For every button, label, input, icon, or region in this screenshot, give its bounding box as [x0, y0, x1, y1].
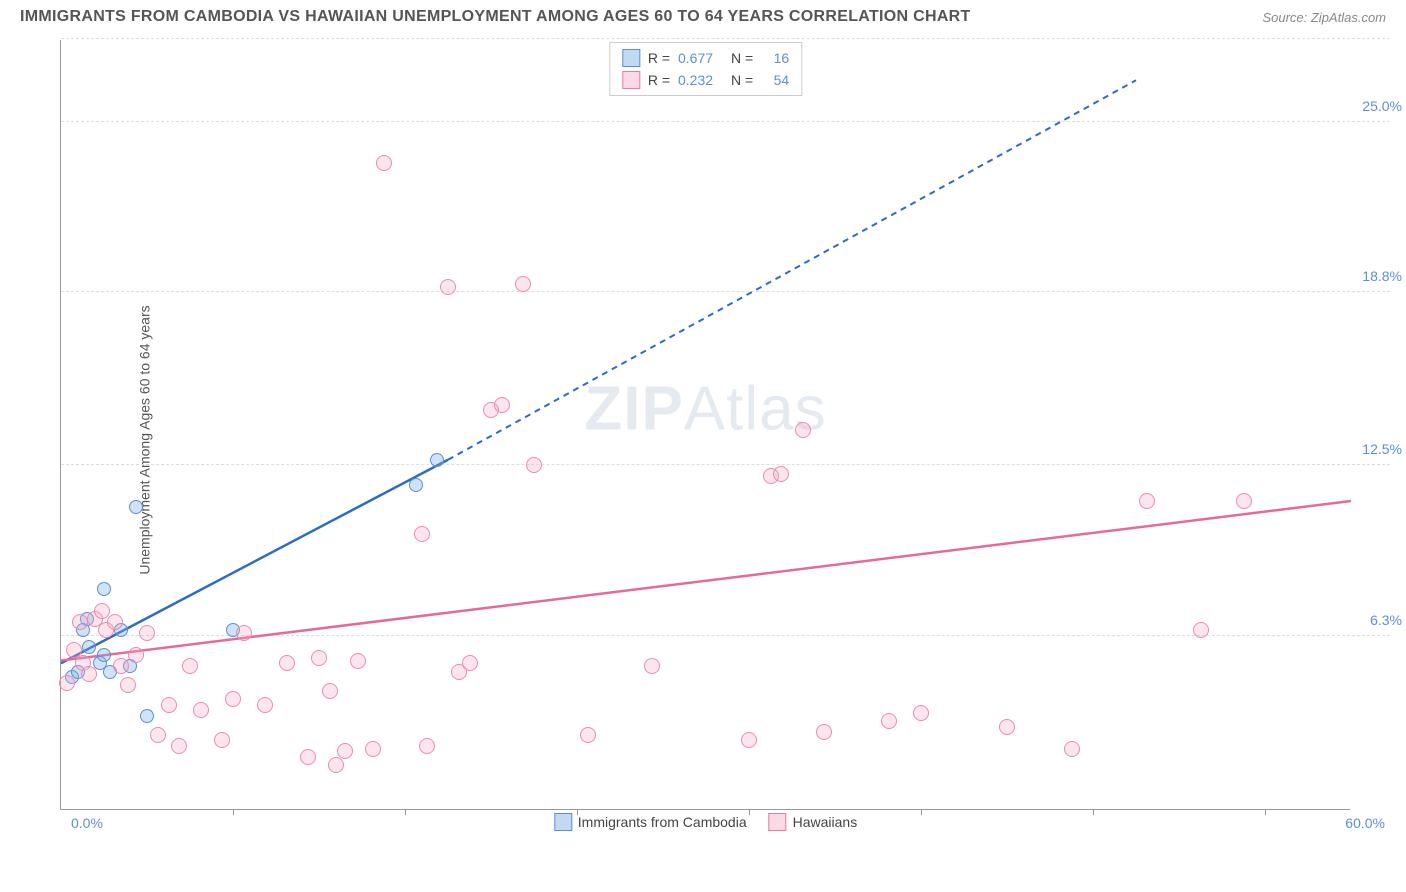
data-point: [816, 724, 832, 740]
data-point: [644, 658, 660, 674]
chart-title: IMMIGRANTS FROM CAMBODIA VS HAWAIIAN UNE…: [20, 8, 971, 26]
data-point: [129, 500, 143, 514]
data-point: [97, 582, 111, 596]
legend-label: Immigrants from Cambodia: [578, 814, 747, 830]
data-point: [462, 655, 478, 671]
legend-item: Immigrants from Cambodia: [554, 813, 747, 831]
y-tick-label: 25.0%: [1362, 98, 1402, 114]
data-point: [182, 658, 198, 674]
chart-area: Unemployment Among Ages 60 to 64 years Z…: [50, 30, 1386, 850]
data-point: [365, 741, 381, 757]
data-point: [150, 727, 166, 743]
data-point: [120, 677, 136, 693]
data-point: [59, 675, 75, 691]
data-point: [322, 683, 338, 699]
x-tick: [1093, 809, 1094, 815]
data-point: [999, 719, 1015, 735]
legend-swatch: [769, 813, 787, 831]
data-point: [1139, 493, 1155, 509]
y-tick-label: 18.8%: [1362, 268, 1402, 284]
data-point: [1236, 493, 1252, 509]
data-point: [161, 697, 177, 713]
data-point: [171, 738, 187, 754]
series-legend: Immigrants from Cambodia Hawaiians: [554, 813, 857, 831]
data-point: [300, 749, 316, 765]
data-point: [526, 457, 542, 473]
scatter-plot: ZIPAtlas R =0.677N =16R =0.232N =54 Immi…: [60, 40, 1350, 810]
data-point: [1064, 741, 1080, 757]
data-point: [414, 526, 430, 542]
x-tick: [233, 809, 234, 815]
data-point: [419, 738, 435, 754]
x-tick: [921, 809, 922, 815]
data-point: [430, 453, 444, 467]
data-point: [193, 702, 209, 718]
data-point: [337, 743, 353, 759]
data-point: [214, 732, 230, 748]
x-tick: [749, 809, 750, 815]
data-point: [72, 614, 88, 630]
data-point: [913, 705, 929, 721]
data-point: [773, 466, 789, 482]
y-tick-label: 6.3%: [1370, 612, 1402, 628]
data-point: [311, 650, 327, 666]
data-point: [580, 727, 596, 743]
y-tick-label: 12.5%: [1362, 441, 1402, 457]
data-point: [225, 691, 241, 707]
data-point: [113, 658, 129, 674]
legend-swatch: [554, 813, 572, 831]
data-point: [795, 422, 811, 438]
legend-label: Hawaiians: [793, 814, 858, 830]
data-point: [741, 732, 757, 748]
data-point: [97, 648, 111, 662]
data-point: [107, 614, 123, 630]
data-point: [1193, 622, 1209, 638]
data-point: [140, 709, 154, 723]
trend-lines: [61, 39, 1351, 809]
data-point: [350, 653, 366, 669]
data-point: [128, 647, 144, 663]
data-point: [328, 757, 344, 773]
chart-header: IMMIGRANTS FROM CAMBODIA VS HAWAIIAN UNE…: [0, 0, 1406, 30]
data-point: [515, 276, 531, 292]
legend-item: Hawaiians: [769, 813, 858, 831]
data-point: [139, 625, 155, 641]
data-point: [376, 155, 392, 171]
data-point: [279, 655, 295, 671]
x-tick: [1265, 809, 1266, 815]
data-point: [257, 697, 273, 713]
source-attribution: Source: ZipAtlas.com: [1262, 10, 1386, 25]
x-tick: [577, 809, 578, 815]
data-point: [409, 478, 423, 492]
x-axis-min-label: 0.0%: [71, 815, 103, 831]
x-axis-max-label: 60.0%: [1345, 815, 1385, 831]
x-tick: [405, 809, 406, 815]
data-point: [81, 666, 97, 682]
data-point: [881, 713, 897, 729]
data-point: [494, 397, 510, 413]
data-point: [82, 640, 96, 654]
data-point: [236, 625, 252, 641]
data-point: [440, 279, 456, 295]
